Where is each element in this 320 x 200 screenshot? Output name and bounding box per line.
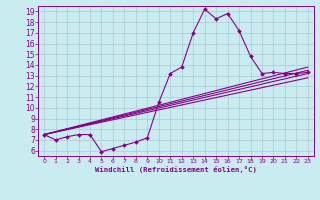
X-axis label: Windchill (Refroidissement éolien,°C): Windchill (Refroidissement éolien,°C) bbox=[95, 166, 257, 173]
